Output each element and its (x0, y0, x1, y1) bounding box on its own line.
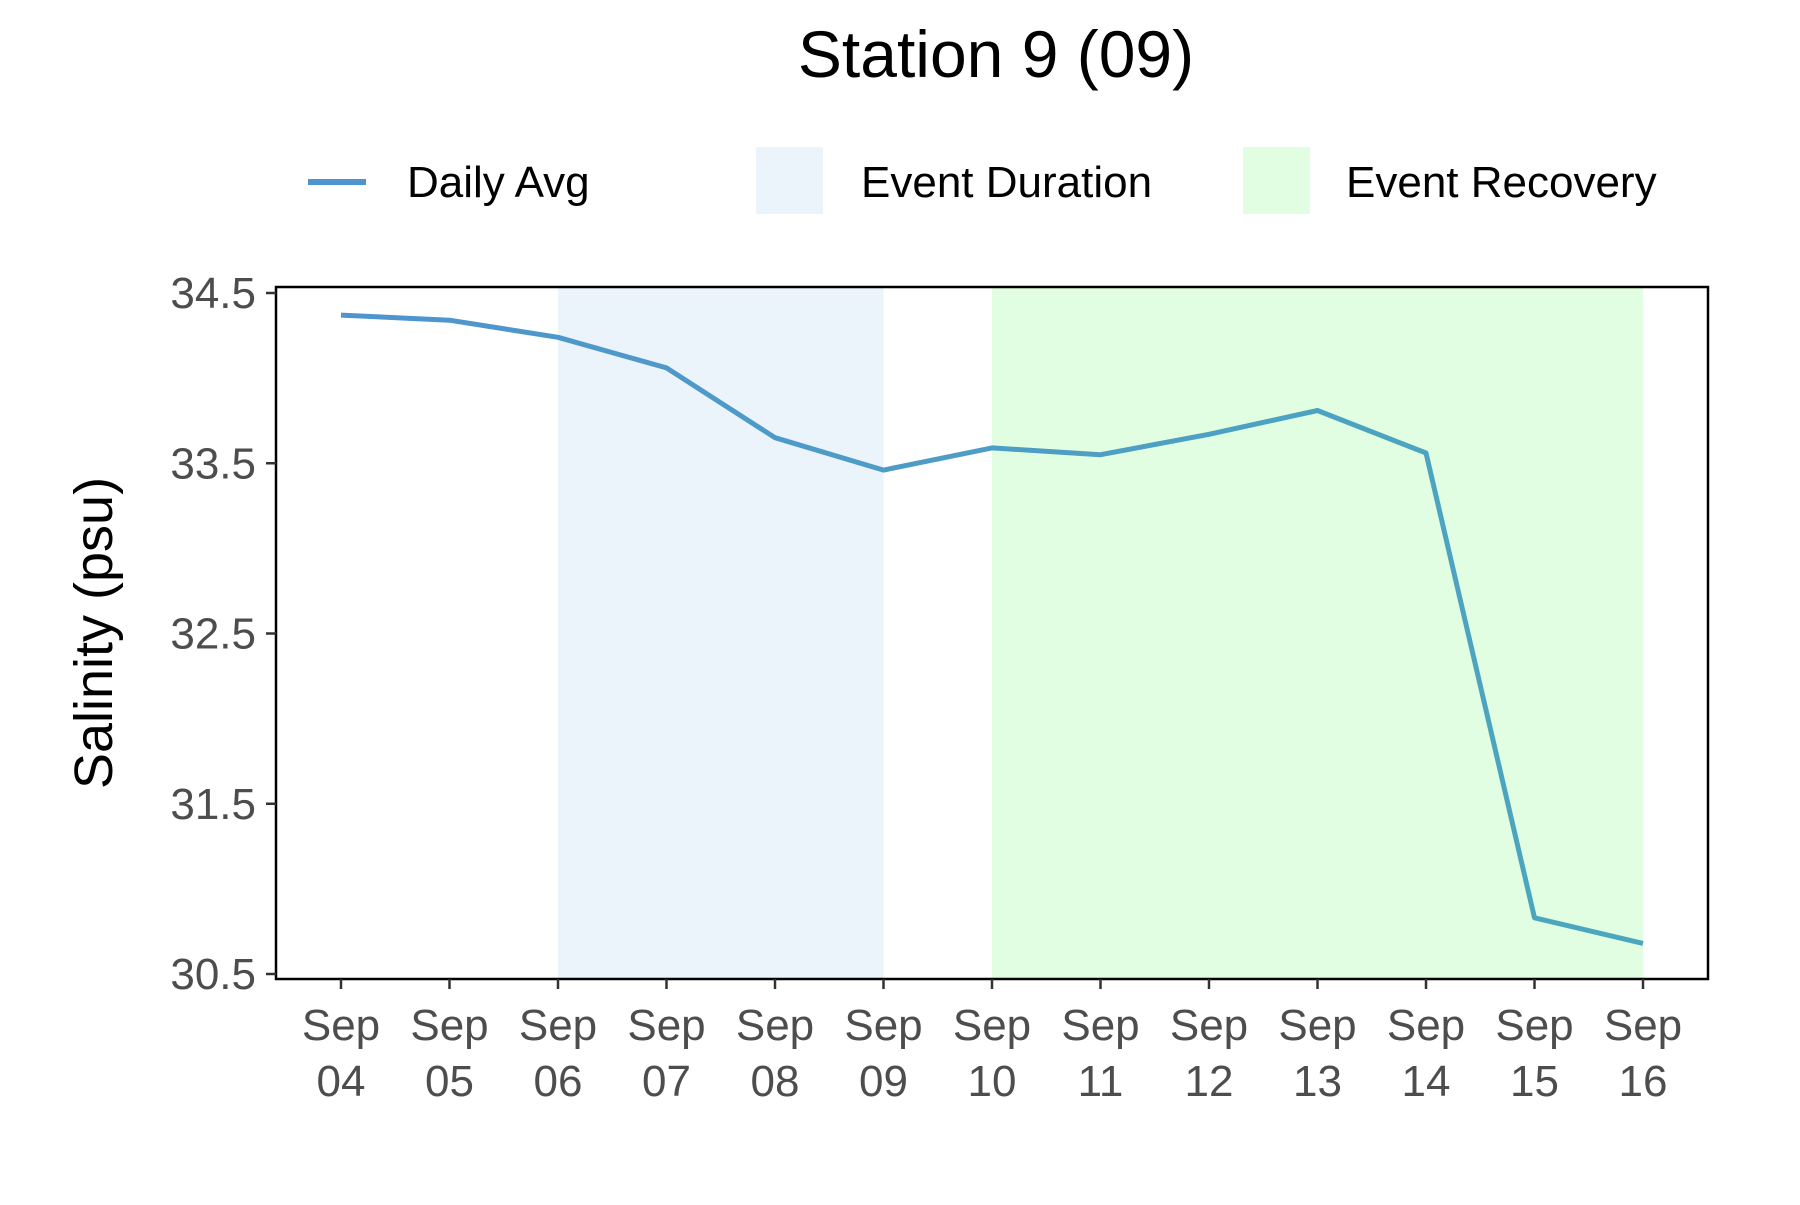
x-tick-label: Sep 14 (1387, 1001, 1465, 1106)
legend-swatch-event-duration (756, 147, 823, 214)
x-tick-label: Sep 08 (736, 1001, 814, 1106)
legend-label-event-duration: Event Duration (861, 158, 1152, 207)
y-axis-title: Salinity (psu) (64, 477, 124, 789)
x-tick-label: Sep 06 (519, 1001, 597, 1106)
shaded-region-event-recovery (992, 287, 1643, 979)
x-tick-label: Sep 13 (1278, 1001, 1356, 1106)
x-tick-label: Sep 15 (1495, 1001, 1573, 1106)
legend: Daily Avg Event Duration Event Recovery (308, 147, 1657, 214)
y-axis: 30.5 31.5 32.5 33.5 34.5 (170, 269, 276, 999)
x-tick-label: Sep 16 (1604, 1001, 1682, 1106)
legend-label-event-recovery: Event Recovery (1346, 158, 1657, 207)
x-tick-label: Sep 10 (953, 1001, 1031, 1106)
x-axis: Sep 04 Sep 05 Sep 06 Sep 07 Sep 08 Sep 09 Sep 10 Sep 11… (302, 979, 1682, 1106)
series-layer (340, 312, 1644, 946)
x-tick-label: Sep 09 (844, 1001, 922, 1106)
legend-swatch-event-recovery (1243, 147, 1310, 214)
x-tick-label: Sep 04 (302, 1001, 380, 1106)
y-tick-label: 31.5 (170, 780, 256, 829)
shaded-regions (558, 287, 1643, 979)
y-tick-label: 33.5 (170, 439, 256, 488)
legend-label-daily-avg: Daily Avg (407, 158, 590, 207)
x-tick-label: Sep 11 (1061, 1001, 1139, 1106)
x-tick-label: Sep 12 (1170, 1001, 1248, 1106)
y-tick-label: 34.5 (170, 269, 256, 318)
chart-title: Station 9 (09) (798, 17, 1194, 91)
x-tick-label: Sep 07 (627, 1001, 705, 1106)
shaded-region-event-duration (558, 287, 884, 979)
y-tick-label: 30.5 (170, 950, 256, 999)
y-tick-label: 32.5 (170, 610, 256, 659)
series-line-daily-avg (340, 312, 1644, 946)
x-tick-label: Sep 05 (410, 1001, 488, 1106)
